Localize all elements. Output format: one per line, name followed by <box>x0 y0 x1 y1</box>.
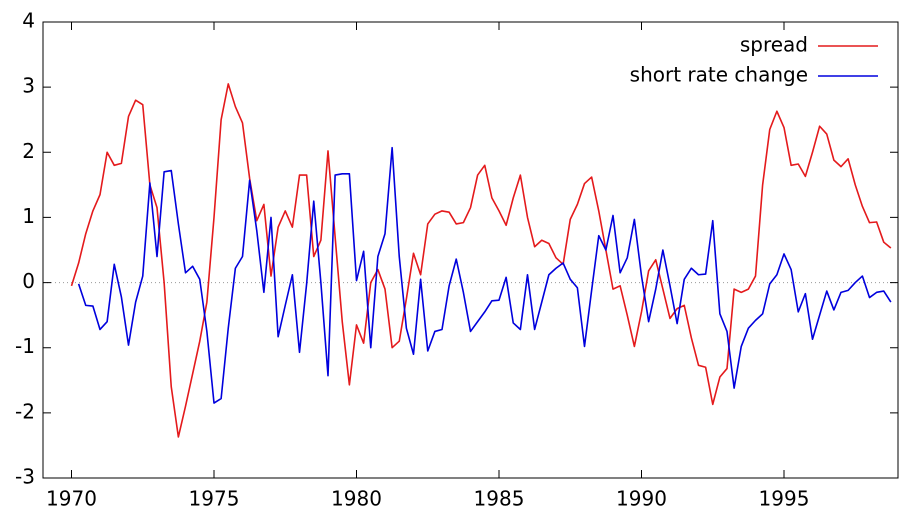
x-tick-label: 1975 <box>189 487 240 511</box>
legend-label: spread <box>740 33 808 57</box>
x-tick-label: 1985 <box>474 487 525 511</box>
x-tick-label: 1970 <box>46 487 97 511</box>
x-tick-label: 1995 <box>759 487 810 511</box>
plot-frame <box>42 21 899 479</box>
x-tick-label: 1990 <box>616 487 667 511</box>
y-tick-label: 1 <box>22 204 35 228</box>
y-tick-label: 0 <box>22 269 35 293</box>
y-tick-label: -2 <box>15 399 35 423</box>
y-tick-label: 4 <box>22 9 35 33</box>
y-tick-label: -3 <box>15 465 35 489</box>
y-tick-label: -1 <box>15 334 35 358</box>
series-line <box>77 146 892 404</box>
y-tick-label: 3 <box>22 74 35 98</box>
series-line <box>70 83 892 438</box>
x-tick-label: 1980 <box>331 487 382 511</box>
y-tick-label: 2 <box>22 139 35 163</box>
legend-label: short rate change <box>630 63 808 87</box>
